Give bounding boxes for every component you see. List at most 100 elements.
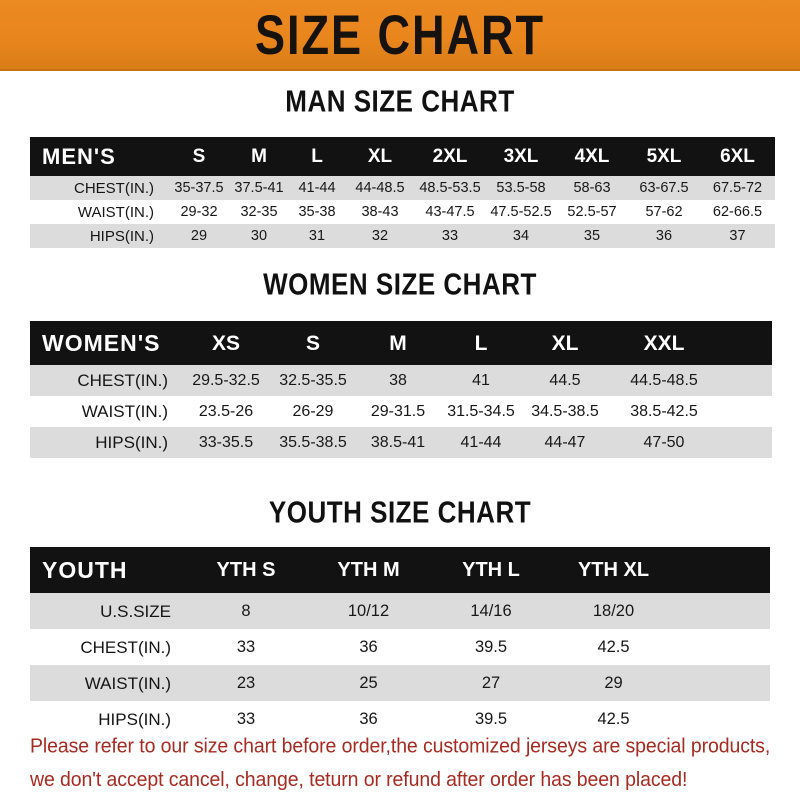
table-cell: 36	[628, 224, 700, 248]
table-row: WAIST(IN.) 23 25 27 29	[30, 665, 770, 701]
table-cell: 38	[356, 365, 440, 396]
man-size-table: MEN'S S M L XL 2XL 3XL 4XL 5XL 6XL CHEST…	[30, 137, 775, 248]
women-col-xs: XS	[182, 321, 270, 365]
table-cell: 31	[288, 224, 346, 248]
women-section-title: WOMEN SIZE CHART	[263, 266, 537, 302]
table-cell: 57-62	[628, 200, 700, 224]
table-cell-spacer	[720, 396, 772, 427]
table-cell: 53.5-58	[486, 176, 556, 200]
table-cell: 23.5-26	[182, 396, 270, 427]
man-col-s: S	[168, 137, 230, 176]
table-cell: 42.5	[552, 629, 675, 665]
youth-col-l: YTH L	[430, 547, 552, 593]
table-cell-spacer	[675, 593, 770, 629]
table-cell: 43-47.5	[414, 200, 486, 224]
women-row-label-chest: CHEST(IN.)	[30, 365, 182, 396]
table-cell: 38-43	[346, 200, 414, 224]
women-col-spacer	[720, 321, 772, 365]
table-cell-spacer	[675, 665, 770, 701]
table-cell-spacer	[675, 629, 770, 665]
table-cell: 52.5-57	[556, 200, 628, 224]
table-cell: 44-48.5	[346, 176, 414, 200]
table-row: U.S.SIZE 8 10/12 14/16 18/20	[30, 593, 770, 629]
footer-notice-line-2: we don't accept cancel, change, teturn o…	[30, 768, 688, 792]
youth-row-label-waist: WAIST(IN.)	[30, 665, 185, 701]
table-row: CHEST(IN.) 29.5-32.5 32.5-35.5 38 41 44.…	[30, 365, 772, 396]
page-title: SIZE CHART	[255, 3, 545, 66]
footer-notice: Please refer to our size chart before or…	[30, 729, 778, 797]
youth-size-table: YOUTH YTH S YTH M YTH L YTH XL U.S.SIZE …	[30, 547, 770, 737]
table-cell: 44-47	[522, 427, 608, 458]
table-cell: 34	[486, 224, 556, 248]
youth-row-label-chest: CHEST(IN.)	[30, 629, 185, 665]
table-cell: 29-32	[168, 200, 230, 224]
table-row: WAIST(IN.) 29-32 32-35 35-38 38-43 43-47…	[30, 200, 775, 224]
table-cell: 29	[168, 224, 230, 248]
table-cell-spacer	[720, 365, 772, 396]
table-cell: 41	[440, 365, 522, 396]
table-row: HIPS(IN.) 33-35.5 35.5-38.5 38.5-41 41-4…	[30, 427, 772, 458]
man-col-5xl: 5XL	[628, 137, 700, 176]
man-section-title: MAN SIZE CHART	[285, 83, 515, 119]
table-row: CHEST(IN.) 33 36 39.5 42.5	[30, 629, 770, 665]
table-cell: 29-31.5	[356, 396, 440, 427]
man-row-label-hips: HIPS(IN.)	[30, 224, 168, 248]
table-cell: 14/16	[430, 593, 552, 629]
women-row-label-waist: WAIST(IN.)	[30, 396, 182, 427]
table-cell: 35-38	[288, 200, 346, 224]
footer-notice-line-1: Please refer to our size chart before or…	[30, 734, 771, 758]
women-row-label-hips: HIPS(IN.)	[30, 427, 182, 458]
table-cell: 36	[307, 701, 430, 737]
man-col-6xl: 6XL	[700, 137, 775, 176]
table-cell: 32.5-35.5	[270, 365, 356, 396]
table-cell: 44.5	[522, 365, 608, 396]
table-cell: 35	[556, 224, 628, 248]
table-cell: 44.5-48.5	[608, 365, 720, 396]
man-header-label: MEN'S	[30, 137, 168, 176]
table-cell: 37	[700, 224, 775, 248]
women-size-table: WOMEN'S XS S M L XL XXL CHEST(IN.) 29.5-…	[30, 321, 772, 458]
women-col-l: L	[440, 321, 522, 365]
women-header-label: WOMEN'S	[30, 321, 182, 365]
women-header-row: WOMEN'S XS S M L XL XXL	[30, 321, 772, 365]
table-cell: 38.5-41	[356, 427, 440, 458]
table-cell: 38.5-42.5	[608, 396, 720, 427]
table-cell: 41-44	[440, 427, 522, 458]
table-cell: 67.5-72	[700, 176, 775, 200]
table-cell: 29	[552, 665, 675, 701]
table-cell: 29.5-32.5	[182, 365, 270, 396]
women-col-xxl: XXL	[608, 321, 720, 365]
table-cell: 32-35	[230, 200, 288, 224]
table-cell: 58-63	[556, 176, 628, 200]
table-cell: 42.5	[552, 701, 675, 737]
table-cell: 35-37.5	[168, 176, 230, 200]
table-cell: 47-50	[608, 427, 720, 458]
youth-col-spacer	[675, 547, 770, 593]
page-banner: SIZE CHART	[0, 0, 800, 71]
table-cell: 37.5-41	[230, 176, 288, 200]
table-cell: 47.5-52.5	[486, 200, 556, 224]
man-row-label-chest: CHEST(IN.)	[30, 176, 168, 200]
youth-header-label: YOUTH	[30, 547, 185, 593]
table-cell: 39.5	[430, 701, 552, 737]
youth-row-label-ussize: U.S.SIZE	[30, 593, 185, 629]
table-row: HIPS(IN.) 29 30 31 32 33 34 35 36 37	[30, 224, 775, 248]
table-cell: 48.5-53.5	[414, 176, 486, 200]
youth-col-s: YTH S	[185, 547, 307, 593]
youth-row-label-hips: HIPS(IN.)	[30, 701, 185, 737]
man-row-label-waist: WAIST(IN.)	[30, 200, 168, 224]
man-col-l: L	[288, 137, 346, 176]
man-col-2xl: 2XL	[414, 137, 486, 176]
table-cell: 33	[185, 629, 307, 665]
table-cell: 25	[307, 665, 430, 701]
table-cell: 62-66.5	[700, 200, 775, 224]
table-cell: 30	[230, 224, 288, 248]
man-col-4xl: 4XL	[556, 137, 628, 176]
table-cell: 32	[346, 224, 414, 248]
women-col-m: M	[356, 321, 440, 365]
table-cell: 26-29	[270, 396, 356, 427]
table-cell: 33-35.5	[182, 427, 270, 458]
table-cell: 27	[430, 665, 552, 701]
table-cell: 63-67.5	[628, 176, 700, 200]
